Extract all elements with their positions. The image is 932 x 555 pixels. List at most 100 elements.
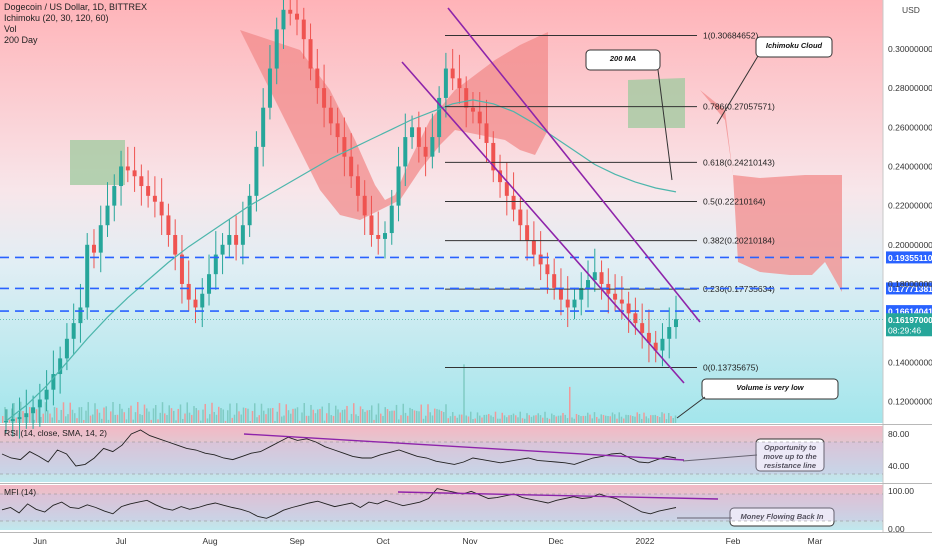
volume-bar [42,413,44,423]
candle-body [295,13,300,20]
volume-bar [569,386,571,423]
volume-bar [242,407,245,423]
volume-bar [184,413,186,423]
volume-bar [391,410,393,423]
volume-bar [366,410,368,423]
candle-body [200,293,205,308]
price-axis-tick: 0.20000000 [888,240,932,250]
volume-bar [312,409,314,423]
volume-bar [292,408,294,423]
candle-body [545,264,550,275]
candle-body [31,407,36,414]
volume-bar [447,418,449,423]
volume-bar [197,410,200,423]
volume-bar [656,416,659,423]
candle-body [51,374,56,390]
volume-bar [139,414,141,423]
volume-bar [326,413,328,423]
volume-bar [53,407,56,423]
volume-bar [231,417,233,423]
candle-body [504,182,509,196]
volume-bar [384,407,386,423]
legend-ichimoku[interactable]: Ichimoku (20, 30, 120, 60) [4,13,109,23]
time-axis-month: Feb [726,536,741,546]
rsi-label: RSI (14, close, SMA, 14, 2) [4,428,107,438]
candle-body [308,39,313,69]
volume-bar [186,402,188,423]
volume-bar [148,411,150,423]
volume-bar [182,418,184,423]
volume-bar [650,415,652,423]
volume-bar [251,410,254,423]
volume-bar [512,413,515,423]
volume-bar [299,420,301,423]
volume-bar [609,416,611,423]
volume-bar [620,416,623,423]
volume-bar [267,408,269,423]
volume-bar [458,414,461,423]
volume-bar [625,414,627,423]
volume-bar [537,413,539,423]
volume-bar [528,415,530,423]
volume-bar [641,418,643,423]
volume-bar [276,411,278,423]
volume-bar [60,409,62,423]
volume-bar [472,419,474,423]
volume-bar [632,416,634,423]
candle-body [159,201,164,216]
candle-body [105,205,110,226]
legend-ma[interactable]: 200 Day [4,35,38,45]
volume-bar [483,414,485,423]
volume-bar [38,402,40,423]
volume-bar [103,407,105,423]
volume-bar [195,408,197,423]
volume-bar [310,404,312,423]
last-price-countdown: 08:29:46 [888,325,921,335]
volume-bar [479,415,481,423]
annotation-mfi-box [729,507,835,527]
candle-body [91,244,96,253]
volume-bar [179,404,182,423]
annotation-ma: 200 MA [585,49,661,71]
volume-bar [98,412,101,423]
volume-bar [110,411,112,423]
candle-body [558,287,563,300]
candle-body [586,280,591,288]
volume-bar [80,407,83,423]
volume-bar [146,408,148,423]
candle-body [525,225,530,241]
volume-bar [305,415,308,423]
volume-bar [364,411,366,423]
volume-bar [499,418,501,423]
volume-bar [123,412,125,423]
volume-bar [222,409,224,423]
volume-bar [490,415,492,423]
time-axis-month: Oct [376,536,390,546]
volume-bar [245,408,247,423]
volume-bar [173,410,175,423]
candle-body [281,9,286,30]
volume-bar [659,417,661,423]
volume-bar [274,420,276,423]
channel-upper-line [447,7,701,323]
price-axis-background [886,0,932,550]
volume-bar [78,407,80,423]
volume-bar [470,411,472,423]
volume-bar [94,403,96,423]
candle-body [301,19,306,40]
candle-body [247,195,252,226]
candle-body [633,313,638,324]
candle-body [362,195,367,216]
volume-bar [249,420,251,423]
candle-body [464,88,469,108]
legend-symbol[interactable]: Dogecoin / US Dollar, 1D, BITTREX [4,2,148,12]
legend-vol[interactable]: Vol [4,24,17,34]
volume-bar [116,414,119,423]
candle-body [592,272,597,281]
candle-body [538,254,543,265]
horizontal-level-tag-label: 0.16614041 [888,307,932,317]
volume-bar [627,415,629,423]
candle-body [640,323,645,333]
volume-bar [141,414,143,423]
candle-body [10,419,15,422]
